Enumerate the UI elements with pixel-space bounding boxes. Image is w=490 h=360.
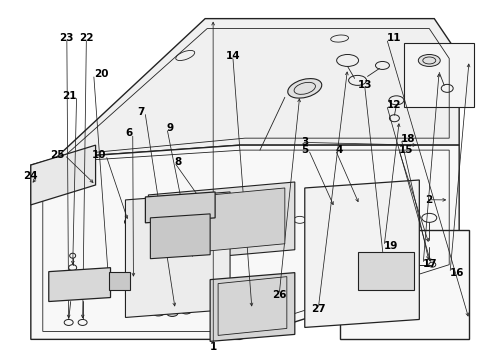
Ellipse shape — [181, 307, 192, 314]
Polygon shape — [305, 180, 419, 328]
Ellipse shape — [166, 309, 178, 316]
Text: 16: 16 — [450, 268, 465, 278]
Bar — [404, 42, 474, 107]
Text: 15: 15 — [399, 144, 413, 154]
Polygon shape — [49, 268, 111, 302]
Polygon shape — [146, 192, 215, 223]
Text: 10: 10 — [92, 150, 106, 160]
Polygon shape — [31, 145, 459, 339]
Polygon shape — [210, 273, 295, 341]
Text: 14: 14 — [225, 51, 240, 61]
Bar — [340, 230, 469, 339]
Polygon shape — [158, 188, 285, 256]
Polygon shape — [125, 192, 230, 318]
Polygon shape — [56, 19, 459, 158]
Text: 24: 24 — [23, 171, 38, 181]
Polygon shape — [31, 145, 96, 205]
Text: 11: 11 — [387, 33, 401, 43]
Text: 6: 6 — [125, 129, 133, 138]
Text: 4: 4 — [335, 144, 343, 154]
Text: 27: 27 — [311, 304, 325, 314]
Text: 8: 8 — [174, 157, 181, 167]
Text: 18: 18 — [401, 134, 416, 144]
Text: 7: 7 — [138, 107, 145, 117]
Text: 22: 22 — [79, 33, 94, 43]
Polygon shape — [108, 272, 130, 289]
Text: 12: 12 — [387, 100, 401, 110]
Text: 2: 2 — [426, 195, 433, 205]
Text: 23: 23 — [60, 33, 74, 43]
Polygon shape — [150, 214, 210, 259]
Ellipse shape — [366, 259, 384, 271]
Ellipse shape — [390, 265, 405, 275]
Text: 1: 1 — [210, 342, 217, 352]
Ellipse shape — [151, 307, 165, 316]
Text: 9: 9 — [167, 123, 174, 133]
Text: 13: 13 — [357, 80, 372, 90]
Ellipse shape — [288, 78, 322, 98]
Text: 3: 3 — [301, 138, 308, 147]
Text: 25: 25 — [50, 150, 64, 160]
Text: 5: 5 — [301, 144, 308, 154]
Polygon shape — [148, 182, 295, 263]
Ellipse shape — [418, 54, 440, 67]
Text: 17: 17 — [423, 259, 438, 269]
Text: 26: 26 — [272, 290, 287, 300]
Ellipse shape — [369, 261, 379, 268]
Text: 21: 21 — [62, 91, 76, 101]
Text: 20: 20 — [94, 69, 108, 79]
Polygon shape — [358, 252, 415, 289]
Text: 19: 19 — [384, 241, 398, 251]
